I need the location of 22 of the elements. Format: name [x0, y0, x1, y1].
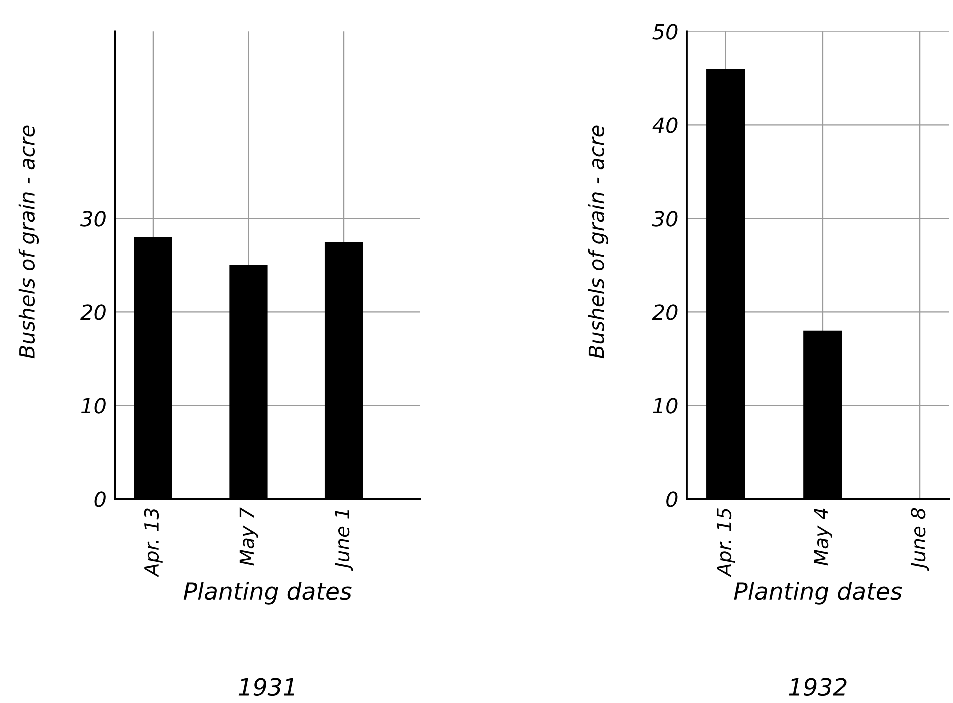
y-tick-label: 0 — [666, 492, 678, 508]
y-tick-label: 40 — [652, 118, 678, 134]
x-axis-title: Planting dates — [184, 582, 352, 605]
text: 1931 — [238, 678, 294, 696]
x-tick-label: May 4 — [814, 508, 832, 566]
x-tick-label: Apr. 15 — [717, 508, 736, 578]
y-tick-label: 20 — [652, 304, 678, 320]
x-tick-label: June 1 — [335, 510, 354, 572]
x-axis-title: Planting dates — [734, 582, 902, 605]
y-tick-label: 10 — [81, 398, 106, 414]
x-tick-label: May 7 — [240, 508, 258, 566]
text: 1932 — [789, 678, 847, 696]
y-tick-label: 50 — [652, 24, 678, 40]
y-axis-title: Bushels of grain - acre — [18, 126, 40, 359]
y-tick-label: 0 — [94, 492, 106, 508]
y-tick-label: 30 — [80, 211, 106, 227]
x-tick-label: June 8 — [911, 508, 930, 572]
y-tick-label: 20 — [80, 304, 106, 320]
y-axis-title: Bushels of grain - acre — [588, 126, 608, 359]
x-tick-label: Apr. 13 — [144, 508, 163, 578]
y-tick-label: 10 — [653, 398, 678, 414]
y-tick-label: 30 — [652, 211, 678, 227]
